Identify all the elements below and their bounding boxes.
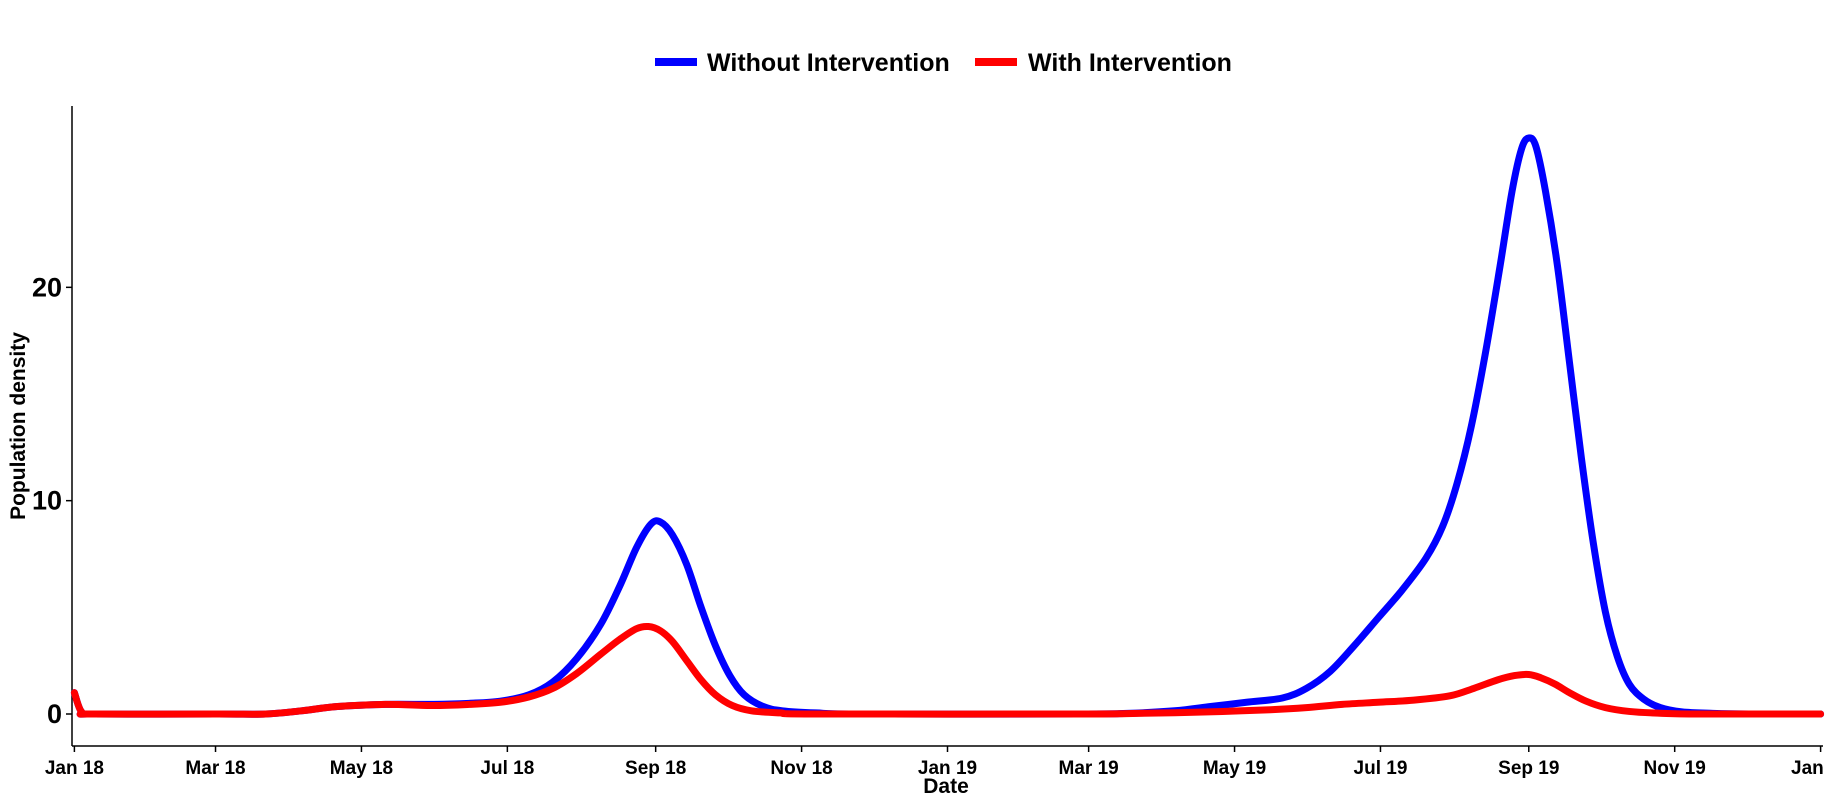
x-tick-label-jul-19: Jul 19 [1354, 758, 1408, 779]
series-lines [70, 134, 1825, 718]
series-line-without-intervention [70, 134, 1825, 718]
x-axis-title: Date [923, 775, 969, 798]
x-tick-label-may-18: May 18 [330, 758, 393, 779]
x-tick-label-jul-18: Jul 18 [480, 758, 534, 779]
y-axis-title: Population density [7, 332, 30, 520]
legend-label-with-intervention: With Intervention [1028, 49, 1232, 77]
x-tick-label-may-19: May 19 [1203, 758, 1266, 779]
legend-label-without-intervention: Without Intervention [707, 49, 950, 77]
y-axis-ticks: 0 10 20 [32, 272, 72, 729]
y-tick-label-10: 10 [32, 486, 62, 516]
x-tick-label-jan-18: Jan 18 [45, 758, 104, 779]
y-tick-label-0: 0 [47, 699, 62, 729]
legend: Without Intervention With Intervention [655, 49, 1232, 77]
x-tick-label-sep-18: Sep 18 [625, 758, 686, 779]
x-tick-label-nov-18: Nov 18 [770, 758, 832, 779]
y-tick-label-20: 20 [32, 272, 62, 302]
x-tick-label-jan-20: Jan 20 [1791, 758, 1829, 779]
x-tick-label-nov-19: Nov 19 [1644, 758, 1706, 779]
x-tick-label-mar-19: Mar 19 [1059, 758, 1119, 779]
x-tick-label-jan-19: Jan 19 [918, 758, 977, 779]
series-line-with-intervention [70, 622, 1825, 718]
x-tick-label-sep-19: Sep 19 [1498, 758, 1559, 779]
x-axis-ticks: Jan 18 Mar 18 May 18 Jul 18 Sep 18 Nov 18 Jan … [45, 746, 1829, 779]
x-tick-label-mar-18: Mar 18 [185, 758, 245, 779]
